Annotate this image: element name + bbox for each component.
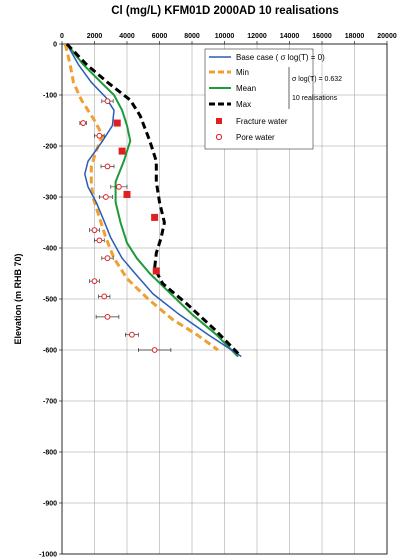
pore-water-marker	[91, 227, 98, 234]
x-tick-label: 12000	[247, 33, 267, 40]
legend-realisations-note: 10 realisations	[292, 95, 338, 102]
legend-label-base: Base case ( σ log(T) = 0)	[236, 53, 325, 62]
pore-water-marker	[91, 278, 98, 285]
fracture-water-point	[151, 213, 159, 221]
pore-water-marker	[80, 120, 87, 126]
pore-water-marker	[104, 313, 111, 320]
pore-water-point	[100, 163, 115, 170]
pore-water-point	[138, 347, 172, 353]
pore-water-marker	[104, 255, 111, 262]
legend-label-max: Max	[236, 100, 251, 109]
x-tick-label: 10000	[215, 33, 235, 40]
x-tick-label: 0	[60, 33, 64, 40]
fracture-water-point	[113, 119, 121, 127]
pore-water-point	[101, 255, 114, 262]
legend-label-mean: Mean	[236, 84, 256, 93]
y-axis: 0 -100 -200 -300 -400 -500 -600 -700 -800 -900 -10…	[39, 42, 62, 557]
y-tick-label: 0	[53, 42, 57, 49]
pore-water-point	[94, 132, 105, 139]
pore-water-point	[89, 227, 100, 234]
pore-water-point	[79, 120, 87, 126]
pore-water-point	[95, 313, 120, 320]
x-tick-label: 16000	[312, 33, 332, 40]
legend-label-pore-water: Pore water	[236, 133, 275, 142]
pore-water-point	[101, 98, 114, 105]
pore-water-point	[110, 183, 128, 190]
y-tick-label: -500	[43, 297, 57, 304]
pore-water-marker	[115, 183, 122, 190]
pore-water-marker	[96, 132, 103, 139]
pore-water-marker	[96, 237, 103, 244]
series-line-max	[65, 42, 242, 358]
x-tick-label: 18000	[345, 33, 365, 40]
pore-water-marker	[151, 347, 158, 353]
y-tick-label: -400	[43, 246, 57, 253]
pore-water-point	[98, 293, 111, 300]
legend-sigma-note: σ log(T) = 0.632	[292, 76, 342, 83]
pore-water-marker	[101, 293, 108, 300]
legend-swatch-fracture-water	[216, 118, 222, 124]
pore-water-marker	[104, 98, 111, 105]
y-axis-label: Elevation (m RHB 70)	[13, 253, 23, 344]
legend-label-min: Min	[236, 68, 249, 77]
y-tick-label: -800	[43, 450, 57, 457]
series-line-base-case	[66, 43, 242, 357]
x-tick-label: 2000	[87, 33, 103, 40]
series-layer	[63, 42, 242, 358]
pore-water-point	[94, 237, 105, 244]
y-tick-label: -200	[43, 144, 57, 151]
x-tick-label: 20000	[377, 33, 397, 40]
pore-water-point	[125, 331, 139, 338]
pore-water-point	[89, 278, 100, 285]
pore-water-marker	[102, 194, 109, 200]
x-tick-label: 8000	[184, 33, 200, 40]
y-tick-label: -900	[43, 501, 57, 508]
legend-swatch-pore-water	[215, 133, 223, 141]
y-tick-label: -600	[43, 348, 57, 355]
fracture-water-point	[152, 267, 160, 275]
chart-title: Cl (mg/L) KFM01D 2000AD 10 realisations	[111, 5, 339, 17]
x-axis: 0 2000 4000 6000 8000 10000 12000 14000 16000 180…	[60, 33, 397, 44]
x-tick-label: 14000	[280, 33, 300, 40]
points-layer	[79, 98, 172, 353]
legend-label-fracture-water: Fracture water	[236, 117, 288, 126]
series-line-mean	[65, 43, 239, 358]
legend-box	[204, 48, 314, 150]
fracture-water-point	[123, 190, 131, 198]
y-tick-label: -700	[43, 399, 57, 406]
y-tick-label: -1000	[39, 552, 57, 557]
x-tick-label: 4000	[119, 33, 135, 40]
x-tick-label: 6000	[152, 33, 168, 40]
pore-water-point	[99, 194, 113, 200]
fracture-water-point	[118, 147, 126, 155]
pore-water-marker	[128, 331, 135, 338]
series-line-min	[63, 43, 219, 352]
legend: Base case ( σ log(T) = 0) Min Mean Max σ…	[204, 48, 342, 150]
y-tick-label: -100	[43, 93, 57, 100]
pore-water-marker	[104, 163, 111, 170]
y-tick-label: -300	[43, 195, 57, 202]
